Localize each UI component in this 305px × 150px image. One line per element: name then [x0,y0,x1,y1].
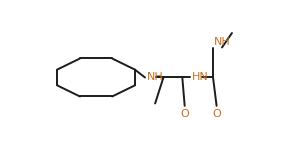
Text: NH: NH [214,37,231,47]
Text: O: O [180,109,189,119]
Text: NH: NH [147,72,163,82]
Text: O: O [212,109,221,119]
Text: HN: HN [192,72,209,82]
